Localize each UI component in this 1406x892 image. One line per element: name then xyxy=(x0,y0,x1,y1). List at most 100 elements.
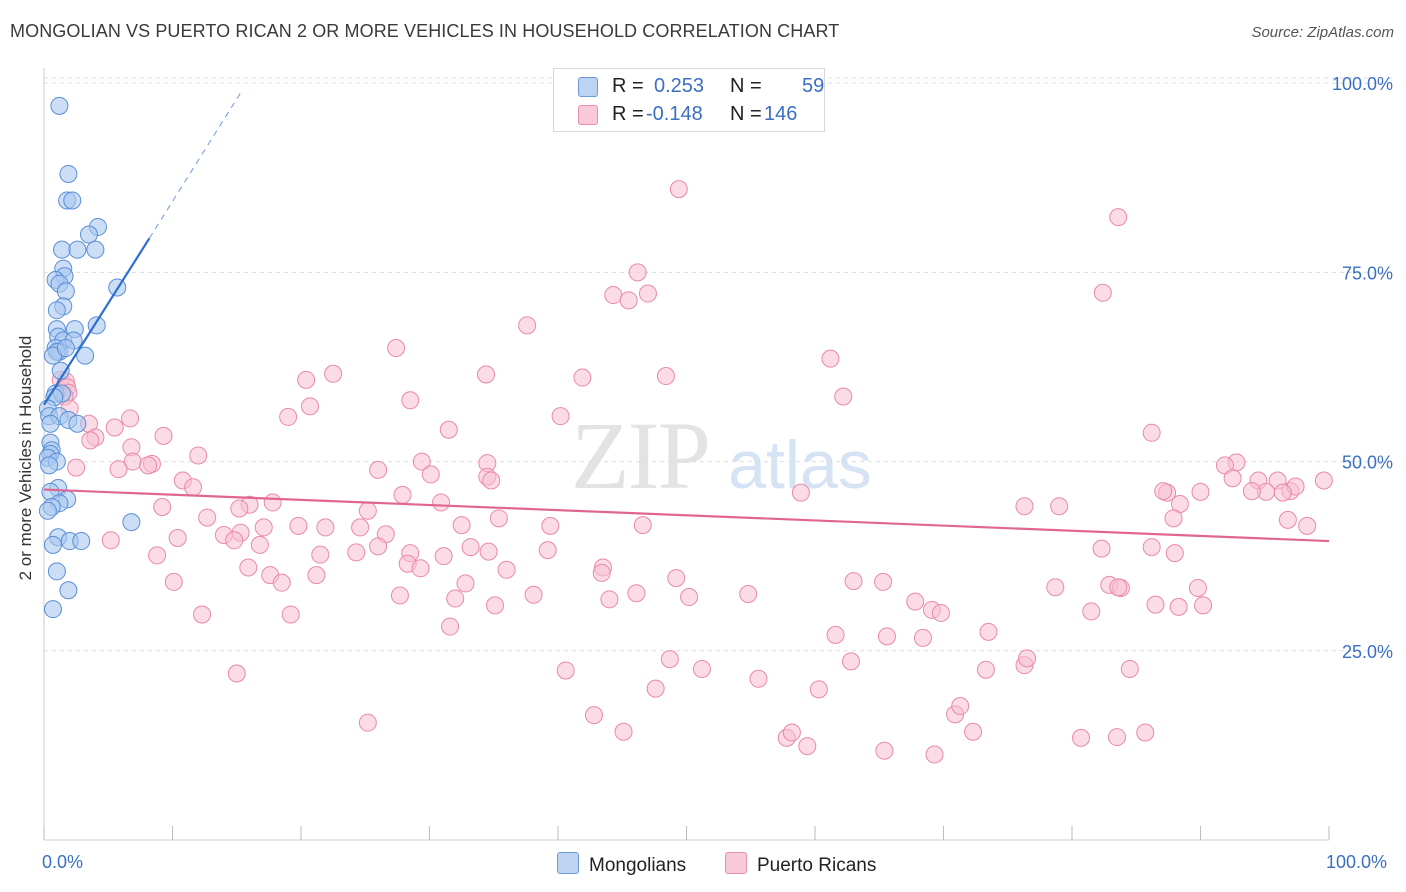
puerto-rican-point xyxy=(461,538,480,557)
bottom-legend-mongolians: Mongolians xyxy=(557,852,686,877)
puerto-rican-point xyxy=(834,387,853,406)
puerto-rican-point xyxy=(1164,509,1183,528)
puerto-rican-point xyxy=(121,409,140,428)
puerto-rican-point xyxy=(358,501,377,520)
puerto-rican-point xyxy=(951,697,970,716)
puerto-rican-point xyxy=(452,516,471,535)
puerto-rican-point xyxy=(551,407,570,426)
puerto-rican-point xyxy=(1071,728,1090,747)
puerto-rican-point xyxy=(412,452,431,471)
puerto-rican-point xyxy=(369,537,388,556)
mongolian-point xyxy=(56,282,75,301)
legend-n-label: N = xyxy=(730,103,762,125)
puerto-rican-point xyxy=(1146,595,1165,614)
puerto-rican-point xyxy=(964,722,983,741)
legend-n-value: 59 xyxy=(802,75,825,97)
bottom-legend-label-mongolians: Mongolians xyxy=(589,855,687,876)
puerto-rican-point xyxy=(105,418,124,437)
puerto-rican-point xyxy=(164,572,183,591)
puerto-rican-point xyxy=(351,518,370,537)
puerto-rican-point xyxy=(1165,544,1184,563)
mongolian-point xyxy=(68,414,87,433)
puerto-rican-point xyxy=(263,493,282,512)
puerto-rican-point xyxy=(250,535,269,554)
mongolian-trend-line xyxy=(43,237,151,406)
puerto-rican-point xyxy=(154,426,173,445)
puerto-rican-point xyxy=(347,543,366,562)
puerto-rican-point xyxy=(316,518,335,537)
puerto-rican-trend-line xyxy=(43,488,1330,543)
puerto-rican-point xyxy=(627,584,646,603)
puerto-rican-point xyxy=(401,391,420,410)
trend-lines xyxy=(43,90,1330,543)
puerto-rican-point xyxy=(600,590,619,609)
puerto-rican-point xyxy=(1191,482,1210,501)
puerto-rican-point xyxy=(556,661,575,680)
legend-r-label: R = xyxy=(612,75,644,97)
puerto-rican-point xyxy=(324,364,343,383)
mongolian-point xyxy=(47,562,66,581)
mongolian-point xyxy=(86,240,105,259)
mongolian-point xyxy=(68,240,87,259)
puerto-rican-point xyxy=(477,365,496,384)
mongolian-point xyxy=(72,532,91,551)
mongolian-point xyxy=(43,600,62,619)
puerto-rican-point xyxy=(81,431,100,450)
puerto-rican-point xyxy=(239,558,258,577)
x-tick-label-max: 100.0% xyxy=(1326,852,1388,872)
bottom-legend-swatch-mongolians xyxy=(557,852,579,874)
puerto-rican-point xyxy=(931,603,950,622)
puerto-rican-point xyxy=(826,625,845,644)
puerto-rican-point xyxy=(844,572,863,591)
puerto-rican-point xyxy=(667,569,686,588)
puerto-rican-point xyxy=(1154,482,1173,501)
puerto-rican-point xyxy=(633,516,652,535)
mongolian-point xyxy=(52,240,71,259)
puerto-rican-point xyxy=(1273,483,1292,502)
puerto-rican-point xyxy=(230,499,249,518)
puerto-rican-point xyxy=(524,585,543,604)
legend-r-label: R = xyxy=(612,103,644,125)
mongolian-point xyxy=(59,581,78,600)
puerto-rican-point xyxy=(482,471,501,490)
puerto-rican-point xyxy=(573,368,592,387)
puerto-rican-point xyxy=(486,596,505,615)
puerto-rican-point xyxy=(411,559,430,578)
puerto-rican-point xyxy=(976,660,995,679)
puerto-rican-point xyxy=(592,563,611,582)
puerto-rican-point xyxy=(148,546,167,565)
puerto-rican-point xyxy=(925,745,944,764)
puerto-rican-point xyxy=(281,605,300,624)
puerto-rican-point xyxy=(369,460,388,479)
puerto-rican-point xyxy=(289,516,308,535)
puerto-rican-point xyxy=(1018,649,1037,668)
puerto-rican-point xyxy=(739,585,758,604)
mongolian-point xyxy=(47,301,66,320)
mongolian-point xyxy=(43,535,62,554)
puerto-rican-point xyxy=(619,291,638,310)
mongolian-point xyxy=(76,346,95,365)
puerto-rican-point xyxy=(168,529,187,548)
puerto-rican-point xyxy=(646,679,665,698)
y-tick-label: 50.0% xyxy=(1342,453,1393,473)
mongolian-point xyxy=(38,501,57,520)
puerto-rican-point xyxy=(101,531,120,550)
puerto-rican-point xyxy=(614,722,633,741)
bottom-legend-label-puerto-ricans: Puerto Ricans xyxy=(757,855,877,876)
puerto-rican-point xyxy=(489,509,508,528)
puerto-rican-point xyxy=(584,706,603,725)
bottom-legend-puerto-ricans: Puerto Ricans xyxy=(725,852,876,877)
mongolian-point xyxy=(50,96,69,115)
puerto-rican-point xyxy=(638,284,657,303)
puerto-rican-point xyxy=(1194,596,1213,615)
puerto-rican-point xyxy=(906,592,925,611)
puerto-rican-point xyxy=(439,420,458,439)
puerto-rican-point xyxy=(809,680,828,699)
puerto-rican-point xyxy=(1092,539,1111,558)
puerto-rican-point xyxy=(139,456,158,475)
y-tick-labels: 25.0% 50.0% 75.0% 100.0% xyxy=(1332,74,1393,662)
puerto-rican-point xyxy=(311,545,330,564)
legend-r-value: -0.148 xyxy=(646,103,703,125)
puerto-rican-point xyxy=(874,572,893,591)
